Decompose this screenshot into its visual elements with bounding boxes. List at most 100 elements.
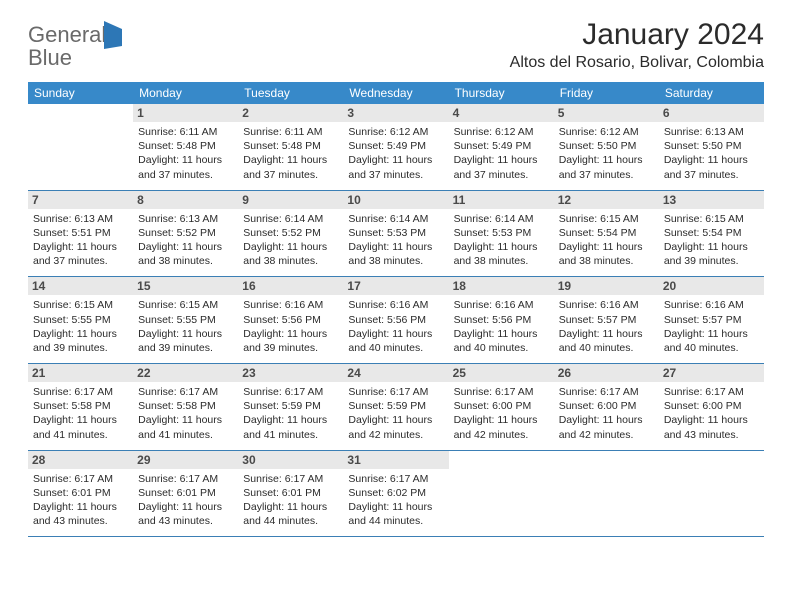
weekday-header: Tuesday bbox=[238, 82, 343, 104]
calendar-day-cell: 5Sunrise: 6:12 AMSunset: 5:50 PMDaylight… bbox=[554, 104, 659, 190]
calendar-day-cell: 29 Sunrise: 6:17 AMSunset: 6:01 PMDayligh… bbox=[133, 450, 238, 537]
calendar-day-cell: 8 Sunrise: 6:13 AMSunset: 5:52 PMDaylight… bbox=[133, 190, 238, 277]
day-details: Sunrise: 6:11 AMSunset: 5:48 PMDaylight:… bbox=[243, 125, 338, 182]
calendar-day-cell: 11 Sunrise: 6:14 AMSunset: 5:53 PMDayligh… bbox=[449, 190, 554, 277]
day-number: 8 bbox=[133, 191, 238, 209]
calendar-day-cell: 7Sunrise: 6:13 AMSunset: 5:51 PMDaylight… bbox=[28, 190, 133, 277]
day-details: Sunrise: 6:13 AMSunset: 5:51 PMDaylight:… bbox=[33, 212, 128, 269]
day-details: Sunrise: 6:13 AMSunset: 5:50 PMDaylight:… bbox=[664, 125, 759, 182]
calendar-day-cell: 30Sunrise: 6:17 AMSunset: 6:01 PMDayligh… bbox=[238, 450, 343, 537]
day-details: Sunrise: 6:17 AMSunset: 6:01 PMDaylight:… bbox=[33, 472, 128, 529]
calendar-day-cell: 27Sunrise: 6:17 AMSunset: 6:00 PMDayligh… bbox=[659, 364, 764, 451]
calendar-day-cell: . bbox=[449, 450, 554, 537]
day-number: 18 bbox=[449, 277, 554, 295]
day-number: 17 bbox=[343, 277, 448, 295]
calendar-week-row: 28 Sunrise: 6:17 AMSunset: 6:01 PMDayligh… bbox=[28, 450, 764, 537]
day-number: 12 bbox=[554, 191, 659, 209]
calendar-day-cell: 26 Sunrise: 6:17 AMSunset: 6:00 PMDayligh… bbox=[554, 364, 659, 451]
calendar-day-cell: 1 Sunrise: 6:11 AMSunset: 5:48 PMDaylight… bbox=[133, 104, 238, 190]
calendar-day-cell: . bbox=[28, 104, 133, 190]
day-details: Sunrise: 6:15 AMSunset: 5:55 PMDaylight:… bbox=[33, 298, 128, 355]
day-details: Sunrise: 6:12 AMSunset: 5:49 PMDaylight:… bbox=[454, 125, 549, 182]
calendar-day-cell: 24 Sunrise: 6:17 AMSunset: 5:59 PMDayligh… bbox=[343, 364, 448, 451]
day-number: 20 bbox=[659, 277, 764, 295]
day-details: Sunrise: 6:13 AMSunset: 5:52 PMDaylight:… bbox=[138, 212, 233, 269]
day-details: Sunrise: 6:16 AMSunset: 5:56 PMDaylight:… bbox=[348, 298, 443, 355]
day-number: 11 bbox=[449, 191, 554, 209]
calendar-header-row: SundayMondayTuesdayWednesdayThursdayFrid… bbox=[28, 82, 764, 104]
weekday-header: Friday bbox=[554, 82, 659, 104]
day-details: Sunrise: 6:17 AMSunset: 5:58 PMDaylight:… bbox=[138, 385, 233, 442]
brand-name-part1: General bbox=[28, 22, 106, 47]
day-details: Sunrise: 6:15 AMSunset: 5:54 PMDaylight:… bbox=[559, 212, 654, 269]
day-details: Sunrise: 6:14 AMSunset: 5:53 PMDaylight:… bbox=[348, 212, 443, 269]
day-number: 25 bbox=[449, 364, 554, 382]
day-details: Sunrise: 6:15 AMSunset: 5:55 PMDaylight:… bbox=[138, 298, 233, 355]
calendar-day-cell: 23 Sunrise: 6:17 AMSunset: 5:59 PMDayligh… bbox=[238, 364, 343, 451]
calendar-day-cell: 16 Sunrise: 6:16 AMSunset: 5:56 PMDayligh… bbox=[238, 277, 343, 364]
calendar-day-cell: 13Sunrise: 6:15 AMSunset: 5:54 PMDayligh… bbox=[659, 190, 764, 277]
brand-name-part2: Blue bbox=[28, 45, 72, 70]
location-subtitle: Altos del Rosario, Bolivar, Colombia bbox=[510, 54, 764, 72]
calendar-page: General Blue January 2024 Altos del Rosa… bbox=[0, 0, 792, 537]
calendar-day-cell: 9 Sunrise: 6:14 AMSunset: 5:52 PMDaylight… bbox=[238, 190, 343, 277]
day-details: Sunrise: 6:15 AMSunset: 5:54 PMDaylight:… bbox=[664, 212, 759, 269]
brand-logo: General Blue bbox=[28, 18, 122, 70]
calendar-day-cell: 31 Sunrise: 6:17 AMSunset: 6:02 PMDayligh… bbox=[343, 450, 448, 537]
day-number: 1 bbox=[133, 104, 238, 122]
day-number: 22 bbox=[133, 364, 238, 382]
calendar-week-row: 14 Sunrise: 6:15 AMSunset: 5:55 PMDayligh… bbox=[28, 277, 764, 364]
calendar-day-cell: 2 Sunrise: 6:11 AMSunset: 5:48 PMDaylight… bbox=[238, 104, 343, 190]
calendar-day-cell: 21Sunrise: 6:17 AMSunset: 5:58 PMDayligh… bbox=[28, 364, 133, 451]
calendar-day-cell: 18 Sunrise: 6:16 AMSunset: 5:56 PMDayligh… bbox=[449, 277, 554, 364]
day-number: 9 bbox=[238, 191, 343, 209]
day-number: 19 bbox=[554, 277, 659, 295]
day-details: Sunrise: 6:16 AMSunset: 5:56 PMDaylight:… bbox=[454, 298, 549, 355]
day-number: 29 bbox=[133, 451, 238, 469]
calendar-day-cell: 17 Sunrise: 6:16 AMSunset: 5:56 PMDayligh… bbox=[343, 277, 448, 364]
day-number: 27 bbox=[659, 364, 764, 382]
calendar-day-cell: 10 Sunrise: 6:14 AMSunset: 5:53 PMDayligh… bbox=[343, 190, 448, 277]
day-number: 24 bbox=[343, 364, 448, 382]
day-number: 16 bbox=[238, 277, 343, 295]
day-number: 31 bbox=[343, 451, 448, 469]
calendar-table: SundayMondayTuesdayWednesdayThursdayFrid… bbox=[28, 82, 764, 537]
calendar-body: .1Sunrise: 6:11 AMSunset: 5:48 PMDayligh… bbox=[28, 104, 764, 537]
day-details: Sunrise: 6:17 AMSunset: 6:02 PMDaylight:… bbox=[348, 472, 443, 529]
title-block: January 2024 Altos del Rosario, Bolivar,… bbox=[510, 18, 764, 72]
day-details: Sunrise: 6:17 AMSunset: 5:58 PMDaylight:… bbox=[33, 385, 128, 442]
calendar-day-cell: 25Sunrise: 6:17 AMSunset: 6:00 PMDayligh… bbox=[449, 364, 554, 451]
day-details: Sunrise: 6:14 AMSunset: 5:53 PMDaylight:… bbox=[454, 212, 549, 269]
triangle-icon bbox=[104, 21, 122, 49]
day-details: Sunrise: 6:17 AMSunset: 6:01 PMDaylight:… bbox=[138, 472, 233, 529]
day-details: Sunrise: 6:17 AMSunset: 5:59 PMDaylight:… bbox=[243, 385, 338, 442]
day-number: 6 bbox=[659, 104, 764, 122]
calendar-day-cell: 15Sunrise: 6:15 AMSunset: 5:55 PMDayligh… bbox=[133, 277, 238, 364]
day-number: 2 bbox=[238, 104, 343, 122]
day-number: 28 bbox=[28, 451, 133, 469]
day-number: 23 bbox=[238, 364, 343, 382]
day-details: Sunrise: 6:11 AMSunset: 5:48 PMDaylight:… bbox=[138, 125, 233, 182]
day-details: Sunrise: 6:17 AMSunset: 6:00 PMDaylight:… bbox=[559, 385, 654, 442]
calendar-day-cell: 22 Sunrise: 6:17 AMSunset: 5:58 PMDayligh… bbox=[133, 364, 238, 451]
day-details: Sunrise: 6:17 AMSunset: 6:01 PMDaylight:… bbox=[243, 472, 338, 529]
calendar-day-cell: 28 Sunrise: 6:17 AMSunset: 6:01 PMDayligh… bbox=[28, 450, 133, 537]
month-title: January 2024 bbox=[510, 18, 764, 52]
day-details: Sunrise: 6:17 AMSunset: 5:59 PMDaylight:… bbox=[348, 385, 443, 442]
weekday-header: Thursday bbox=[449, 82, 554, 104]
day-number: 14 bbox=[28, 277, 133, 295]
day-details: Sunrise: 6:14 AMSunset: 5:52 PMDaylight:… bbox=[243, 212, 338, 269]
weekday-header: Saturday bbox=[659, 82, 764, 104]
calendar-week-row: 7Sunrise: 6:13 AMSunset: 5:51 PMDaylight… bbox=[28, 190, 764, 277]
calendar-day-cell: 4 Sunrise: 6:12 AMSunset: 5:49 PMDaylight… bbox=[449, 104, 554, 190]
calendar-week-row: 21Sunrise: 6:17 AMSunset: 5:58 PMDayligh… bbox=[28, 364, 764, 451]
weekday-header: Wednesday bbox=[343, 82, 448, 104]
calendar-day-cell: . bbox=[659, 450, 764, 537]
day-number: 26 bbox=[554, 364, 659, 382]
day-number: 4 bbox=[449, 104, 554, 122]
day-details: Sunrise: 6:16 AMSunset: 5:56 PMDaylight:… bbox=[243, 298, 338, 355]
day-number: 3 bbox=[343, 104, 448, 122]
day-number: 10 bbox=[343, 191, 448, 209]
calendar-day-cell: 14 Sunrise: 6:15 AMSunset: 5:55 PMDayligh… bbox=[28, 277, 133, 364]
weekday-header: Sunday bbox=[28, 82, 133, 104]
